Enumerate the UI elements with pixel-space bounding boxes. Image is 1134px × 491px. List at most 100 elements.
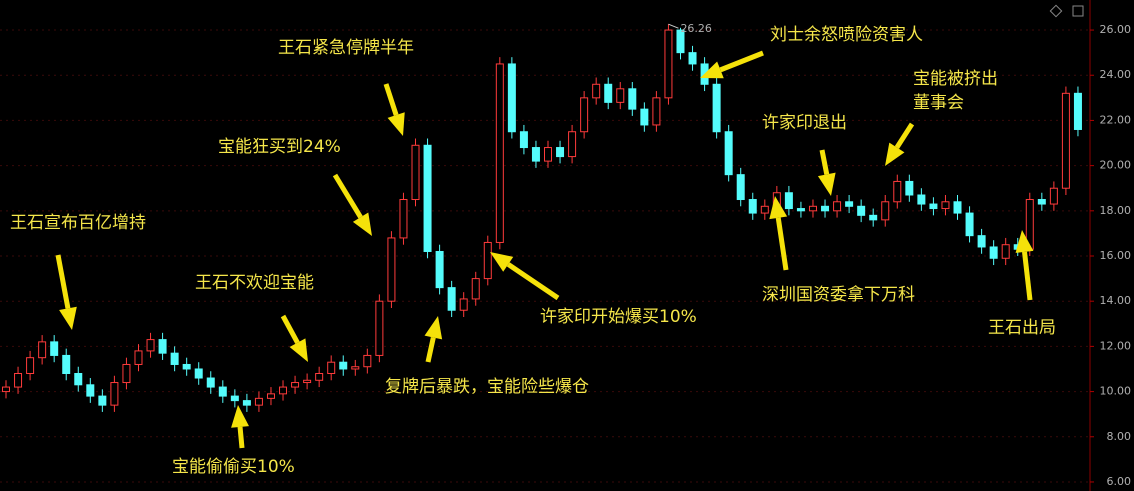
annotation: 许家印退出	[762, 113, 847, 133]
arrow-head	[817, 172, 836, 196]
candle-body	[652, 97, 661, 126]
candle-body	[266, 393, 275, 399]
candle-body	[833, 201, 842, 212]
annotation: 宝能偷偷买10%	[172, 457, 295, 477]
icon-diamond[interactable]	[1049, 4, 1063, 18]
candle-body	[74, 373, 83, 386]
arrow-shaft	[719, 50, 764, 73]
arrow-shaft	[55, 254, 71, 309]
candle-body	[339, 361, 348, 370]
arrow-shaft	[1022, 251, 1033, 301]
candle-body	[206, 377, 215, 388]
arrow-shaft	[280, 314, 300, 344]
y-tick-label: 12.00	[1100, 339, 1132, 352]
candle-body	[821, 205, 830, 212]
candle-body	[580, 97, 589, 133]
candle-body	[712, 83, 721, 133]
candle-body	[38, 341, 47, 359]
candle-body	[26, 357, 35, 375]
candle-body	[784, 192, 793, 210]
annotation: 王石紧急停牌半年	[278, 38, 414, 58]
candle-body	[929, 203, 938, 210]
arrow-head	[387, 112, 405, 136]
candle-body	[375, 300, 384, 356]
candle-body	[724, 131, 733, 176]
candle-body	[592, 83, 601, 99]
candle-body	[194, 368, 203, 379]
arrow-shaft	[383, 83, 399, 116]
candle-body	[664, 29, 673, 99]
arrow-head	[59, 306, 77, 330]
candle-body	[170, 352, 179, 365]
annotation: 宝能被挤出	[913, 69, 998, 89]
candle-body	[869, 214, 878, 221]
candle-body	[989, 246, 998, 259]
annotation: 王石不欢迎宝能	[195, 273, 314, 293]
candle-body	[941, 201, 950, 210]
candle-body	[279, 386, 288, 395]
annotation: 董事会	[913, 93, 964, 113]
candle-body	[905, 180, 914, 196]
arrow-shaft	[332, 173, 363, 219]
candle-body	[1049, 187, 1058, 205]
candle-body	[676, 29, 685, 54]
candle-body	[158, 339, 167, 354]
arrow-shaft	[425, 336, 436, 363]
candle-body	[796, 208, 805, 212]
candle-body	[291, 382, 300, 388]
candle-body	[640, 108, 649, 126]
candle-body	[315, 373, 324, 381]
y-tick-label: 10.00	[1100, 385, 1132, 398]
annotation: 宝能狂买到24%	[218, 137, 341, 157]
y-tick-label: 20.00	[1100, 159, 1132, 172]
arrow-shaft	[894, 122, 915, 149]
annotation: 王石出局	[988, 318, 1056, 338]
candle-body	[303, 379, 312, 384]
candle-body	[688, 52, 697, 65]
candle-body	[483, 241, 492, 280]
candle-body	[616, 88, 625, 103]
candle-body	[230, 395, 239, 402]
annotation: 许家印开始爆买10%	[540, 307, 697, 327]
arrow-head	[231, 405, 249, 428]
candle-body	[519, 131, 528, 149]
arrow-head	[352, 212, 372, 236]
arrow-head	[885, 142, 905, 166]
candle-body	[14, 373, 23, 388]
max-label: 26.26	[680, 22, 712, 35]
candle-body	[387, 237, 396, 302]
candle-body	[435, 250, 444, 289]
candle-body	[327, 361, 336, 375]
candle-body	[2, 386, 10, 393]
arrow-shaft	[506, 262, 560, 301]
candle-body	[556, 147, 565, 158]
y-tick-label: 16.00	[1100, 249, 1132, 262]
candle-body	[399, 199, 408, 239]
candle-body	[977, 235, 986, 248]
y-tick-label: 24.00	[1100, 68, 1132, 81]
candle-body	[845, 201, 854, 207]
candle-body	[808, 205, 817, 212]
candle-body	[917, 194, 926, 205]
candle-body	[953, 201, 962, 214]
candle-body	[736, 174, 745, 201]
candle-body	[531, 147, 540, 162]
candle-body	[857, 205, 866, 216]
candle-body	[760, 205, 769, 214]
icon-square[interactable]	[1072, 5, 1084, 17]
arrow-head	[424, 316, 443, 340]
candle-body	[242, 400, 251, 406]
arrow-shaft	[775, 217, 789, 271]
annotation: 复牌后暴跌，宝能险些爆仓	[385, 377, 589, 397]
candle-body	[1061, 92, 1070, 189]
max-pointer	[668, 23, 679, 29]
candle-body	[604, 83, 613, 103]
candle-body	[122, 363, 131, 384]
candle-body	[1073, 92, 1082, 130]
y-tick-label: 18.00	[1100, 204, 1132, 217]
candle-body	[110, 382, 119, 406]
candle-body	[628, 88, 637, 110]
y-tick-label: 14.00	[1100, 294, 1132, 307]
candle-body	[134, 350, 143, 365]
